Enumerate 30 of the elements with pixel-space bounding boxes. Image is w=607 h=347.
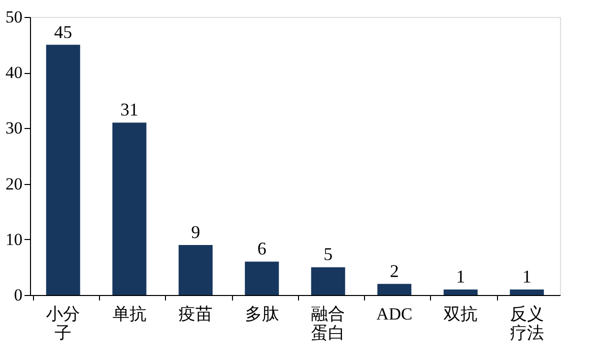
data-label: 45 — [54, 22, 72, 42]
y-tick-label: 0 — [14, 286, 22, 304]
x-tick-label: 双抗 — [444, 304, 478, 324]
x-tick-label: ADC — [376, 304, 412, 324]
data-label: 9 — [191, 222, 200, 242]
bar — [46, 44, 80, 295]
bar — [311, 267, 346, 295]
x-tick-label: 单抗 — [112, 304, 146, 324]
x-tick-label: 融合蛋白 — [311, 304, 346, 342]
x-tick-label: 小分子 — [46, 304, 80, 342]
bar — [112, 122, 146, 295]
bar — [377, 284, 412, 295]
y-tick-label: 10 — [6, 230, 22, 249]
y-tick-label: 50 — [6, 8, 22, 26]
data-label: 1 — [522, 266, 532, 286]
x-tick-label: 疫苗 — [178, 304, 213, 324]
bar — [444, 289, 478, 295]
bar — [510, 289, 544, 295]
y-tick-label: 20 — [6, 174, 22, 194]
data-label: 2 — [390, 260, 399, 281]
bar — [178, 244, 213, 295]
x-tick-label: 多肽 — [244, 304, 279, 324]
y-tick-label: 40 — [6, 63, 22, 82]
data-label: 5 — [324, 244, 333, 264]
data-label: 31 — [120, 100, 138, 120]
data-label: 1 — [456, 266, 466, 286]
x-tick-label: 反义疗法 — [510, 304, 544, 342]
data-label: 6 — [257, 238, 266, 259]
y-tick-label: 30 — [6, 118, 22, 138]
bar — [244, 262, 279, 295]
